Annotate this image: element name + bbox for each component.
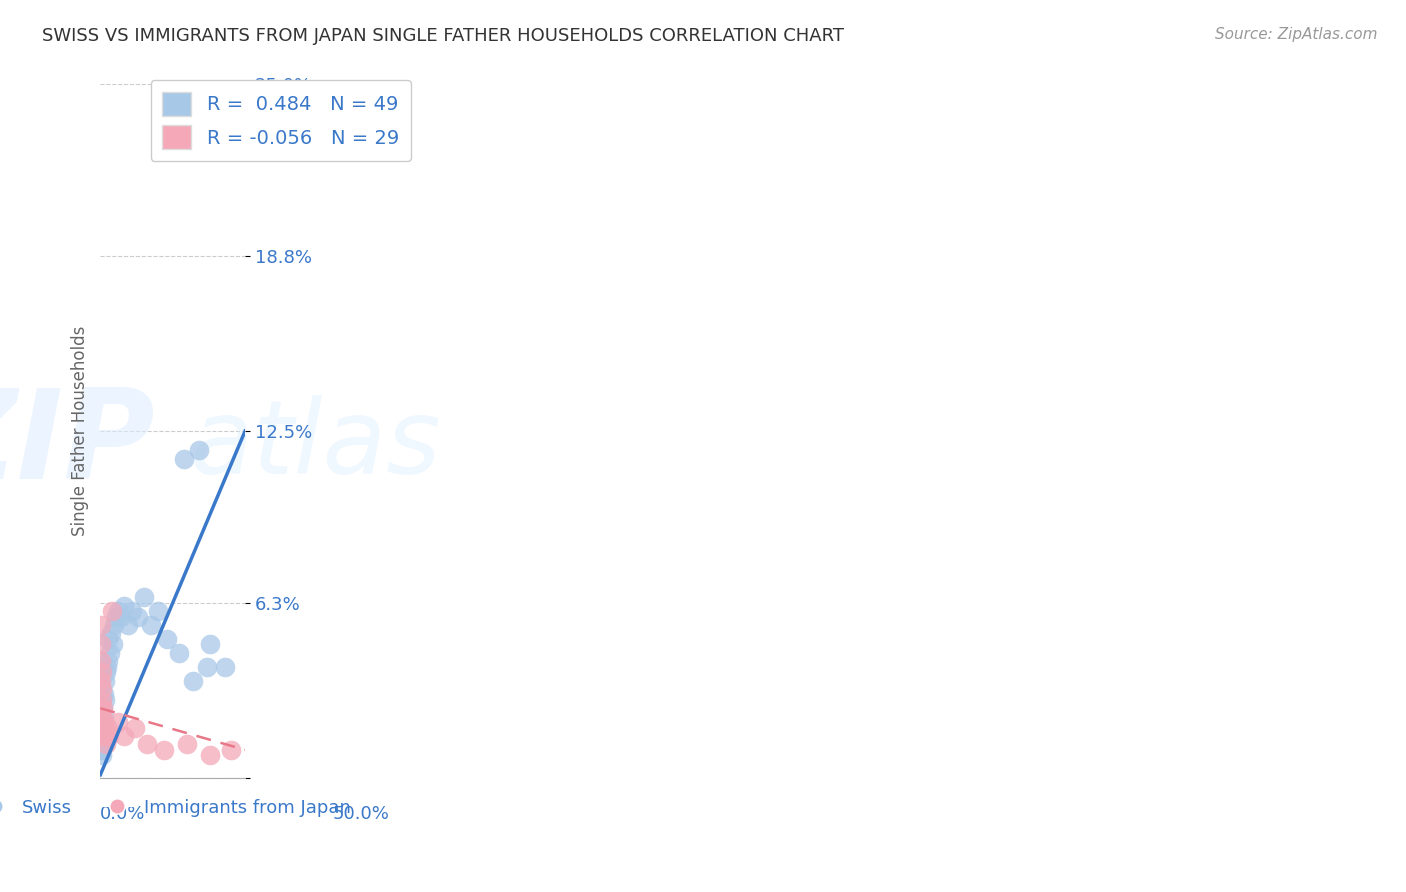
- Point: [90, 743, 112, 757]
- Y-axis label: Single Father Households: Single Father Households: [72, 326, 89, 536]
- Point: [93, 721, 115, 735]
- Point: [93, 709, 115, 723]
- Point: [90, 721, 112, 735]
- Point: [167, 646, 190, 660]
- Point: [90, 715, 112, 730]
- Point: [94, 665, 117, 680]
- Point: [90, 709, 112, 723]
- Point: [93, 673, 115, 688]
- Point: [91, 693, 114, 707]
- Point: [153, 743, 176, 757]
- Point: [91, 729, 114, 743]
- Point: [91, 715, 114, 730]
- Point: [200, 748, 222, 763]
- Point: [93, 721, 115, 735]
- Point: [124, 721, 146, 735]
- Point: [103, 618, 125, 632]
- Point: [200, 638, 222, 652]
- Point: [91, 701, 114, 715]
- Text: Source: ZipAtlas.com: Source: ZipAtlas.com: [1215, 27, 1378, 42]
- Point: [94, 693, 117, 707]
- Point: [148, 604, 170, 618]
- Point: [90, 701, 112, 715]
- Point: [90, 673, 112, 688]
- Point: [91, 729, 114, 743]
- Point: [156, 632, 179, 646]
- Point: [93, 715, 115, 730]
- Point: [112, 599, 135, 613]
- Point: [90, 748, 112, 763]
- Point: [139, 618, 162, 632]
- Point: [90, 693, 112, 707]
- Point: [97, 654, 120, 668]
- Point: [132, 591, 155, 605]
- Point: [90, 737, 112, 751]
- Point: [91, 709, 114, 723]
- Point: [97, 632, 120, 646]
- Point: [197, 659, 219, 673]
- Point: [98, 729, 121, 743]
- Point: [107, 715, 129, 730]
- Point: [181, 673, 204, 688]
- Point: [90, 665, 112, 680]
- Point: [105, 609, 128, 624]
- Point: [100, 626, 122, 640]
- Point: [277, 188, 299, 202]
- Point: [91, 709, 114, 723]
- Point: [90, 654, 112, 668]
- Point: [91, 743, 114, 757]
- Point: [90, 729, 112, 743]
- Point: [219, 743, 242, 757]
- Point: [117, 618, 139, 632]
- Point: [98, 646, 121, 660]
- Text: atlas: atlas: [190, 395, 441, 495]
- Text: SWISS VS IMMIGRANTS FROM JAPAN SINGLE FATHER HOUSEHOLDS CORRELATION CHART: SWISS VS IMMIGRANTS FROM JAPAN SINGLE FA…: [42, 27, 844, 45]
- Point: [187, 443, 209, 458]
- Point: [127, 609, 149, 624]
- Text: 0.0%: 0.0%: [100, 805, 146, 823]
- Point: [112, 729, 135, 743]
- Point: [214, 659, 236, 673]
- Point: [91, 729, 114, 743]
- Point: [107, 604, 129, 618]
- Point: [91, 701, 114, 715]
- Point: [91, 701, 114, 715]
- Text: 50.0%: 50.0%: [333, 805, 389, 823]
- Point: [110, 609, 132, 624]
- Point: [101, 638, 124, 652]
- Point: [90, 709, 112, 723]
- Point: [90, 638, 112, 652]
- Point: [135, 737, 157, 751]
- Point: [96, 659, 118, 673]
- Point: [176, 737, 198, 751]
- Point: [93, 687, 115, 701]
- Point: [94, 729, 117, 743]
- Point: [90, 701, 112, 715]
- Legend: Swiss, Immigrants from Japan: Swiss, Immigrants from Japan: [0, 791, 359, 824]
- Point: [173, 451, 195, 466]
- Point: [90, 721, 112, 735]
- Point: [121, 604, 143, 618]
- Point: [94, 737, 117, 751]
- Point: [90, 721, 112, 735]
- Point: [90, 681, 112, 696]
- Point: [90, 618, 112, 632]
- Point: [97, 721, 120, 735]
- Text: ZIP: ZIP: [0, 384, 155, 506]
- Point: [91, 721, 114, 735]
- Point: [101, 604, 124, 618]
